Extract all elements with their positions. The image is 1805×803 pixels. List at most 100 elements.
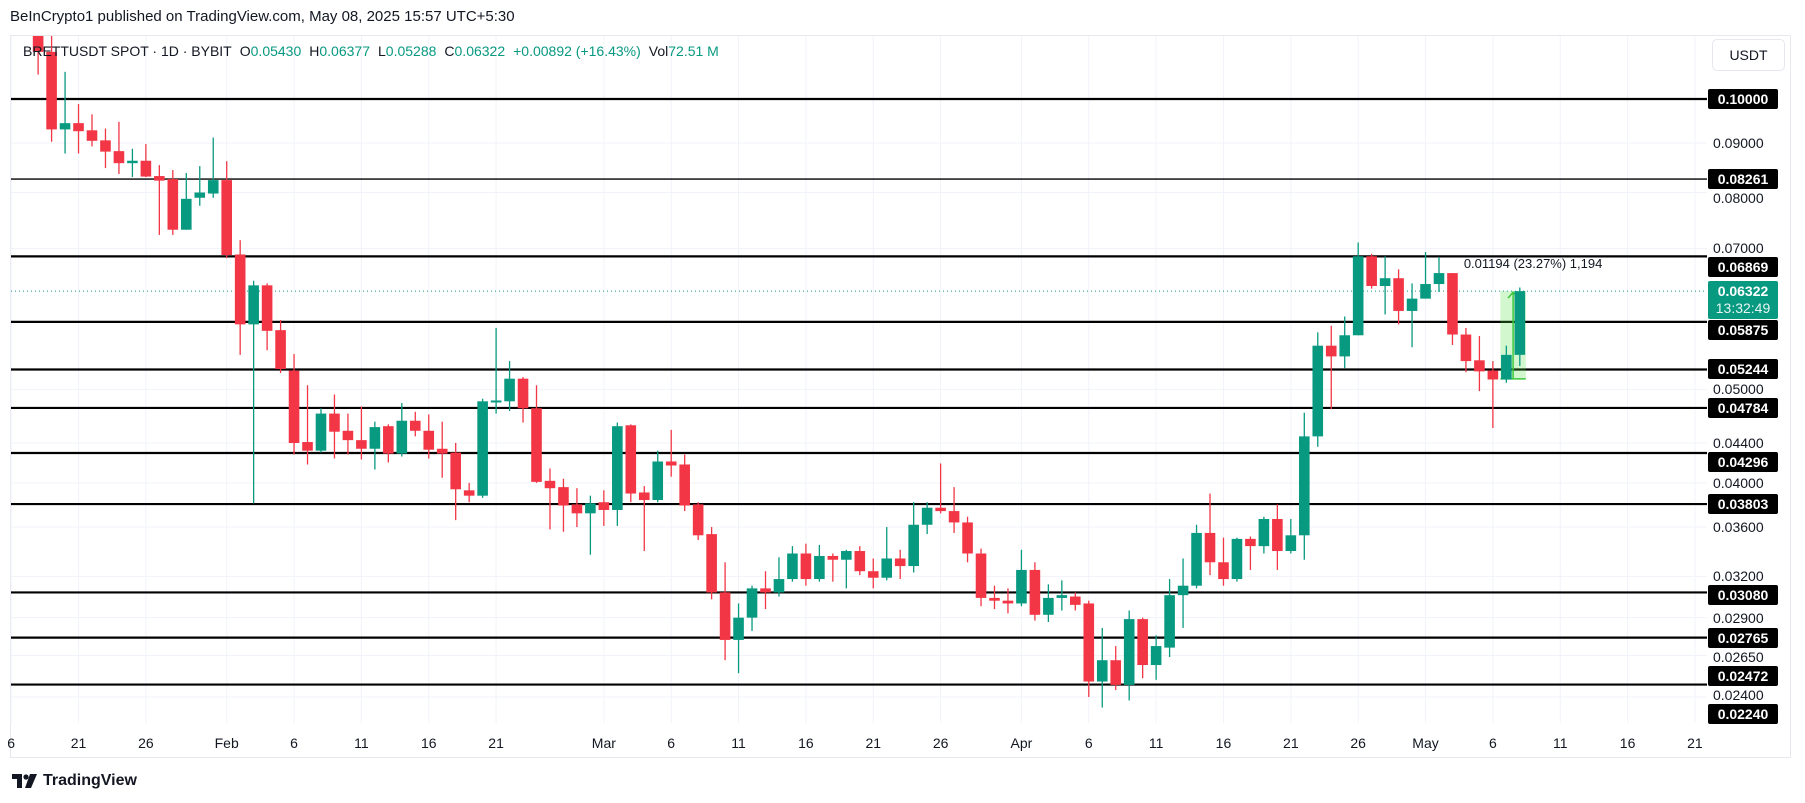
change-value: +0.00892 (+16.43%) xyxy=(513,43,641,59)
bullish-candle xyxy=(1406,283,1418,348)
candle-body xyxy=(800,553,812,580)
candle-body xyxy=(463,490,475,496)
candle-body xyxy=(1218,562,1229,580)
bearish-candle xyxy=(948,487,960,533)
candle-body xyxy=(302,442,313,451)
chart-panel xyxy=(10,35,1791,758)
bullish-candle xyxy=(787,546,798,582)
bullish-candle xyxy=(841,549,852,589)
price-tick-label: 0.02650 xyxy=(1713,648,1764,665)
candle-body xyxy=(1164,595,1175,648)
candle-body xyxy=(1379,278,1391,286)
bullish-candle xyxy=(1420,252,1431,299)
date-tick-label: May xyxy=(1412,735,1439,751)
close-value: 0.06322 xyxy=(454,43,506,59)
close-label: C xyxy=(444,43,455,59)
date-tick-label: 6 xyxy=(1488,735,1497,751)
candle-body xyxy=(1029,569,1041,615)
tradingview-brand: TradingView xyxy=(43,772,137,789)
tradingview-logo[interactable]: TradingView xyxy=(12,772,137,790)
date-tick-label: 21 xyxy=(70,735,87,751)
candle-body xyxy=(719,592,731,640)
date-tick-label: 6 xyxy=(1084,735,1093,751)
bearish-candle xyxy=(935,463,946,514)
bearish-candle xyxy=(234,240,246,355)
candle-body xyxy=(1083,603,1095,682)
price-tick-label: 0.09000 xyxy=(1713,135,1764,152)
bearish-candle xyxy=(261,283,273,351)
candle-body xyxy=(787,553,798,580)
level-price-label: 0.08261 xyxy=(1708,169,1778,190)
date-tick-label: 16 xyxy=(1619,735,1636,751)
candle-body xyxy=(180,198,192,230)
candle-body xyxy=(1420,284,1431,299)
candle-body xyxy=(760,588,771,593)
date-tick-label: 6 xyxy=(7,735,16,751)
candle-body xyxy=(1016,569,1027,604)
candle-body xyxy=(1191,532,1202,586)
bullish-candle xyxy=(1501,345,1512,383)
candle-body xyxy=(1487,370,1499,380)
bearish-candle xyxy=(1474,336,1485,392)
candle-body xyxy=(288,370,300,443)
bullish-candle xyxy=(881,527,893,581)
candle-body xyxy=(329,413,340,432)
measure-readout: 0.01194 (23.27%) 1,194 xyxy=(1463,256,1603,272)
level-price-label: 0.05244 xyxy=(1708,359,1778,380)
date-tick-label: 6 xyxy=(290,735,298,751)
bearish-candle xyxy=(1110,646,1122,691)
candle-body xyxy=(234,254,246,325)
candle-body xyxy=(248,285,259,325)
bullish-candle xyxy=(1056,580,1068,611)
candle-body xyxy=(625,425,637,494)
date-tick-label: Mar xyxy=(591,735,616,751)
bullish-candle xyxy=(1043,584,1054,623)
publish-info: BeInCrypto1 published on TradingView.com… xyxy=(10,8,515,25)
bullish-candle xyxy=(504,361,515,411)
candle-body xyxy=(194,192,206,198)
level-price-label: 0.04784 xyxy=(1708,398,1778,419)
price-tick-label: 0.05000 xyxy=(1713,381,1764,398)
currency-button[interactable]: USDT xyxy=(1712,39,1785,71)
candle-body xyxy=(275,330,286,369)
candle-body xyxy=(598,502,610,510)
candle-body xyxy=(1110,660,1122,685)
level-price-label: 0.03803 xyxy=(1708,494,1778,515)
candle-body xyxy=(1366,256,1377,286)
bearish-candle xyxy=(894,549,906,580)
date-tick-label: 11 xyxy=(731,735,746,751)
bearish-candle xyxy=(32,36,44,75)
candle-body xyxy=(342,430,354,441)
volume-value: 72.51 M xyxy=(668,43,719,59)
bearish-candle xyxy=(800,543,812,586)
bearish-candle xyxy=(558,478,569,532)
high-label: H xyxy=(309,43,320,59)
bullish-candle xyxy=(1433,256,1445,292)
candle-body xyxy=(1393,278,1404,311)
low-label: L xyxy=(377,43,386,59)
bearish-candle xyxy=(665,429,677,477)
symbol-name[interactable]: BRETTUSDT SPOT · 1D · BYBIT xyxy=(23,43,232,59)
low-value: 0.05288 xyxy=(385,43,437,59)
bullish-candle xyxy=(1123,610,1135,701)
bearish-candle xyxy=(73,104,84,154)
bullish-candle xyxy=(194,166,206,206)
bullish-candle xyxy=(1177,558,1189,628)
bearish-candle xyxy=(167,170,179,235)
bearish-candle xyxy=(46,36,57,142)
bullish-candle xyxy=(59,71,71,154)
candle-body xyxy=(585,503,596,514)
level-price-label: 0.10000 xyxy=(1708,89,1778,109)
candle-body xyxy=(504,378,515,402)
bearish-candle xyxy=(1487,361,1499,429)
bearish-candle xyxy=(86,114,98,147)
bearish-candle xyxy=(962,516,973,563)
candle-body xyxy=(113,151,125,164)
candle-body xyxy=(1150,646,1162,666)
support-resistance-lines[interactable] xyxy=(11,97,1707,686)
price-tick-label: 0.04400 xyxy=(1713,434,1764,451)
candle-body xyxy=(1312,345,1324,437)
candle-body xyxy=(1258,519,1270,547)
bearish-candle xyxy=(867,558,879,589)
